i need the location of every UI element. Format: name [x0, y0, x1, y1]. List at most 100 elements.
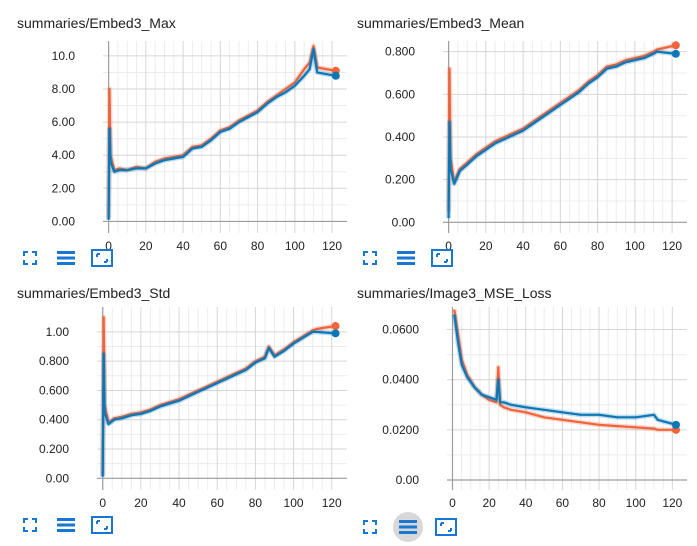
- chart-toolbar: [357, 245, 455, 271]
- fit-to-data-button[interactable]: [357, 514, 383, 540]
- fit-to-data-button[interactable]: [357, 245, 383, 271]
- y-tick-label: 0.00: [396, 473, 420, 487]
- y-tick-label: 0.600: [385, 87, 415, 101]
- data-table-button[interactable]: [393, 512, 423, 542]
- fit-to-data-icon: [22, 250, 38, 266]
- x-tick-label: 40: [176, 239, 190, 253]
- fit-to-data-icon: [22, 517, 38, 533]
- chart-card-embed3-std: summaries/Embed3_Std 0 20 40 60 80 100 120 0.00…: [17, 285, 352, 540]
- y-tick-label: 10.0: [52, 49, 76, 63]
- x-tick-label: 20: [479, 239, 493, 253]
- series-end-point-0[interactable]: [331, 322, 340, 331]
- chart-embed3-max: 0 20 40 60 80 100 120 0.00 2.00 4.00 6.00 8.00 10.0: [52, 41, 347, 253]
- data-table-button[interactable]: [53, 512, 79, 538]
- expand-chart-icon: [435, 518, 457, 536]
- x-tick-label: 20: [134, 496, 148, 510]
- x-tick-label: 0: [445, 239, 452, 253]
- fit-to-data-button[interactable]: [17, 512, 43, 538]
- series-raw-band: [446, 49, 677, 219]
- x-tick-label: 40: [172, 496, 186, 510]
- series-end-point-1[interactable]: [672, 420, 681, 429]
- x-tick-label: 120: [322, 239, 342, 253]
- y-tick-label: 0.400: [385, 130, 415, 144]
- chart-toolbar: [17, 512, 115, 538]
- data-table-icon: [398, 519, 418, 535]
- y-tick-label: 0.0400: [382, 373, 419, 387]
- series-line-0: [101, 316, 336, 476]
- grid: [443, 41, 687, 233]
- expand-chart-button[interactable]: [89, 512, 115, 538]
- chart-title: summaries/Image3_MSE_Loss: [357, 285, 552, 301]
- y-tick-label: 0.800: [385, 45, 415, 59]
- chart-title: summaries/Embed3_Std: [17, 285, 171, 301]
- series-raw-band: [451, 314, 677, 428]
- chart-toolbar: [17, 245, 115, 271]
- x-tick-label: 0: [449, 496, 456, 510]
- expand-chart-button[interactable]: [429, 245, 455, 271]
- data-table-button[interactable]: [53, 245, 79, 271]
- data-table-icon: [56, 517, 76, 533]
- chart-title: summaries/Embed3_Max: [17, 15, 176, 31]
- x-tick-label: 60: [554, 239, 568, 253]
- series-line-1: [107, 48, 336, 220]
- chart-image3-mse-loss: 0 20 40 60 80 100 120 0.00 0.0200 0.0400 0.0600: [382, 307, 687, 510]
- chart-card-embed3-max: summaries/Embed3_Max 0 20 40 60 80 100 120 0.00…: [17, 15, 352, 270]
- chart-embed3-std: 0 20 40 60 80 100 120 0.00 0.200 0.400 0.600 0.800 1…: [39, 307, 347, 510]
- expand-chart-icon: [431, 249, 453, 267]
- x-tick-label: 20: [482, 496, 496, 510]
- series-end-point-1[interactable]: [671, 49, 680, 58]
- y-tick-label: 0.800: [39, 354, 69, 368]
- y-tick-label: 0.400: [39, 413, 69, 427]
- expand-chart-button[interactable]: [89, 245, 115, 271]
- x-tick-label: 80: [251, 239, 265, 253]
- y-tick-label: 0.0200: [382, 423, 419, 437]
- x-tick-label: 40: [516, 239, 530, 253]
- series-line-0: [447, 44, 677, 212]
- data-table-icon: [56, 250, 76, 266]
- x-tick-label: 40: [519, 496, 533, 510]
- fit-to-data-button[interactable]: [17, 245, 43, 271]
- series-end-point-0[interactable]: [671, 41, 680, 50]
- x-tick-label: 60: [214, 239, 228, 253]
- x-tick-label: 100: [625, 239, 645, 253]
- y-tick-label: 0.00: [46, 471, 70, 485]
- y-tick-label: 0.200: [385, 173, 415, 187]
- x-tick-label: 120: [662, 239, 682, 253]
- chart-card-image3-mse-loss: summaries/Image3_MSE_Loss 0 20 40 60 80 100 12…: [357, 285, 692, 542]
- x-tick-label: 120: [662, 496, 682, 510]
- data-table-button[interactable]: [393, 245, 419, 271]
- y-tick-label: 2.00: [52, 181, 76, 195]
- chart-card-embed3-mean: summaries/Embed3_Mean 0 20 40 60 80 100 120 0.0…: [357, 15, 692, 270]
- series-end-point-1[interactable]: [331, 71, 340, 80]
- series-end-point-1[interactable]: [331, 329, 340, 338]
- x-tick-label: 60: [211, 496, 225, 510]
- x-tick-label: 80: [591, 239, 605, 253]
- series-raw-band: [106, 46, 337, 220]
- y-tick-label: 0.200: [39, 442, 69, 456]
- series-line-1: [447, 50, 676, 219]
- x-tick-label: 0: [105, 239, 112, 253]
- x-tick-label: 20: [139, 239, 153, 253]
- y-tick-label: 0.00: [52, 214, 76, 228]
- x-tick-label: 100: [285, 239, 305, 253]
- expand-chart-button[interactable]: [433, 514, 459, 540]
- fit-to-data-icon: [362, 519, 378, 535]
- fit-to-data-icon: [362, 250, 378, 266]
- expand-chart-icon: [91, 516, 113, 534]
- expand-chart-icon: [91, 249, 113, 267]
- y-tick-label: 6.00: [52, 115, 76, 129]
- y-tick-label: 8.00: [52, 82, 76, 96]
- series-raw-band: [446, 42, 677, 212]
- data-table-icon: [396, 250, 416, 266]
- y-tick-label: 1.00: [46, 325, 70, 339]
- y-tick-label: 0.600: [39, 383, 69, 397]
- x-tick-label: 80: [592, 496, 606, 510]
- chart-title: summaries/Embed3_Mean: [357, 15, 525, 31]
- series-raw-band: [100, 329, 336, 477]
- y-tick-label: 0.0600: [382, 323, 419, 337]
- grid: [97, 307, 347, 490]
- x-tick-label: 100: [284, 496, 304, 510]
- y-tick-label: 0.00: [392, 215, 416, 229]
- x-tick-label: 80: [249, 496, 263, 510]
- x-tick-label: 100: [626, 496, 646, 510]
